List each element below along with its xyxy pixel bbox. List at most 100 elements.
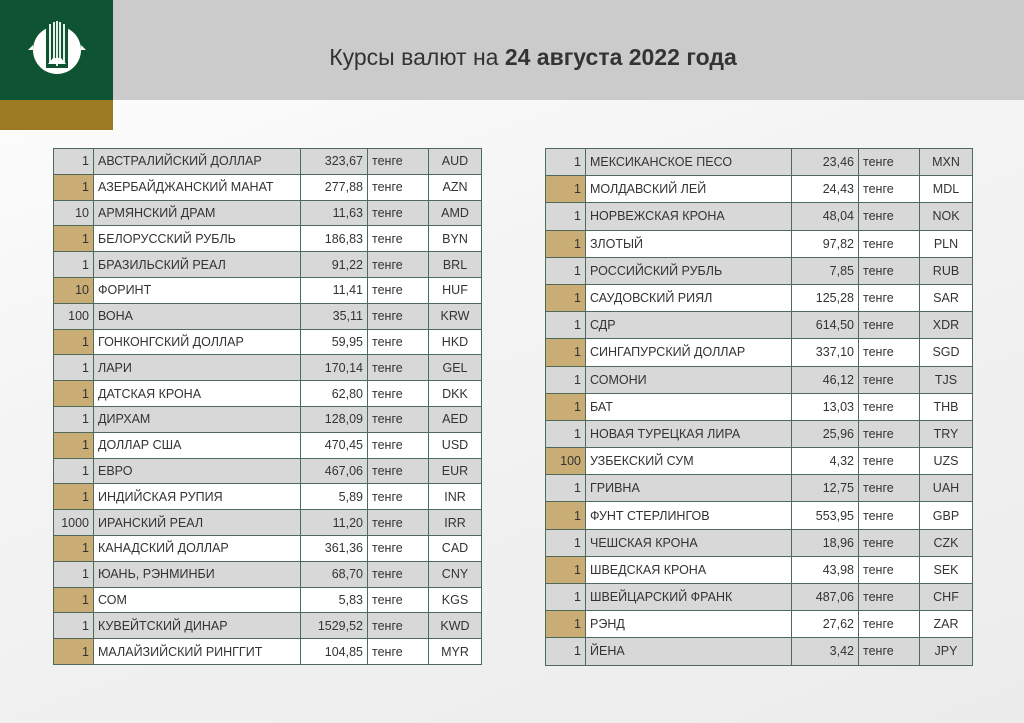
rate-row-dkk: 1 ДАТСКАЯ КРОНА 62,80 тенге DKK [53,380,482,407]
currency-name: ФУНТ СТЕРЛИНГОВ [585,501,792,530]
nominal: 1 [53,173,94,201]
unit-label: тенге [367,483,429,511]
unit-label: тенге [367,612,429,640]
nominal: 1 [545,175,586,204]
currency-code: INR [428,483,482,511]
rate-value: 128,09 [300,405,368,433]
nominal: 1 [53,560,94,588]
currency-code: SAR [919,283,973,313]
rate-value: 614,50 [791,311,859,340]
currency-code: HKD [428,328,482,356]
currency-code: TJS [919,365,973,394]
rate-value: 186,83 [300,225,368,253]
rate-value: 277,88 [300,173,368,201]
currency-code: AZN [428,173,482,201]
rate-row-zar: 1 РЭНД 27,62 тенге ZAR [545,610,973,639]
currency-code: EUR [428,457,482,485]
unit-label: тенге [858,582,920,612]
rate-value: 361,36 [300,534,368,562]
unit-label: тенге [367,380,429,407]
title-prefix: Курсы валют на [329,44,505,70]
rate-value: 3,42 [791,637,859,666]
currency-name: САУДОВСКИЙ РИЯЛ [585,283,792,313]
rate-value: 7,85 [791,256,859,285]
rate-row-azn: 1 АЗЕРБАЙДЖАНСКИЙ МАНАТ 277,88 тенге AZN [53,173,482,201]
rate-value: 170,14 [300,354,368,382]
rate-value: 97,82 [791,229,859,258]
currency-name: КУВЕЙТСКИЙ ДИНАР [93,612,301,640]
rate-row-sgd: 1 СИНГАПУРСКИЙ ДОЛЛАР 337,10 тенге SGD [545,338,973,367]
rate-row-try: 1 НОВАЯ ТУРЕЦКАЯ ЛИРА 25,96 тенге TRY [545,419,973,449]
unit-label: тенге [858,528,920,557]
rate-value: 104,85 [300,638,368,665]
unit-label: тенге [367,534,429,562]
rate-value: 27,62 [791,610,859,639]
nominal: 1 [53,251,94,278]
rate-value: 5,89 [300,483,368,511]
unit-label: тенге [367,199,429,227]
currency-name: ДОЛЛАР США [93,431,301,459]
nominal: 1 [545,392,586,421]
nominal: 10 [53,199,94,227]
currency-name: ЗЛОТЫЙ [585,229,792,258]
currency-code: HUF [428,276,482,304]
header-band [113,0,1024,100]
currency-code: MXN [919,147,973,177]
nominal: 1 [545,637,586,666]
currency-code: BYN [428,225,482,253]
rate-row-usd: 1 ДОЛЛАР США 470,45 тенге USD [53,431,482,459]
rate-row-thb: 1 БАТ 13,03 тенге THB [545,392,973,421]
currency-code: RUB [919,256,973,285]
rate-row-hkd: 1 ГОНКОНГСКИЙ ДОЛЛАР 59,95 тенге HKD [53,328,482,356]
nominal: 1 [53,380,94,407]
nominal: 1 [545,528,586,557]
currency-name: СОМ [93,586,301,614]
nominal: 1 [545,474,586,503]
rate-row-kwd: 1 КУВЕЙТСКИЙ ДИНАР 1529,52 тенге KWD [53,612,482,640]
currency-name: НОРВЕЖСКАЯ КРОНА [585,202,792,231]
unit-label: тенге [858,202,920,231]
unit-label: тенге [367,328,429,356]
nominal: 1 [545,256,586,285]
rate-value: 4,32 [791,447,859,476]
unit-label: тенге [367,354,429,382]
unit-label: тенге [858,229,920,258]
rate-row-aed: 1 ДИРХАМ 128,09 тенге AED [53,405,482,433]
rate-value: 25,96 [791,419,859,449]
rate-row-uzs: 100 УЗБЕКСКИЙ СУМ 4,32 тенге UZS [545,447,973,476]
rate-value: 23,46 [791,147,859,177]
nominal: 1 [545,555,586,585]
currency-code: SEK [919,555,973,585]
rate-value: 13,03 [791,392,859,421]
rate-row-gbp: 1 ФУНТ СТЕРЛИНГОВ 553,95 тенге GBP [545,501,973,530]
currency-code: XDR [919,311,973,340]
currency-name: БЕЛОРУССКИЙ РУБЛЬ [93,225,301,253]
currency-name: ЙЕНА [585,637,792,666]
rate-value: 48,04 [791,202,859,231]
rate-value: 62,80 [300,380,368,407]
rate-row-brl: 1 БРАЗИЛЬСКИЙ РЕАЛ 91,22 тенге BRL [53,251,482,278]
currency-name: ШВЕЙЦАРСКИЙ ФРАНК [585,582,792,612]
unit-label: тенге [367,586,429,614]
currency-code: IRR [428,509,482,536]
unit-label: тенге [858,311,920,340]
rate-value: 470,45 [300,431,368,459]
currency-code: UAH [919,474,973,503]
rate-row-mdl: 1 МОЛДАВСКИЙ ЛЕЙ 24,43 тенге MDL [545,175,973,204]
rate-value: 24,43 [791,175,859,204]
currency-code: CHF [919,582,973,612]
currency-code: ZAR [919,610,973,639]
nominal: 1 [53,457,94,485]
rates-table-left: 1 АВСТРАЛИЙСКИЙ ДОЛЛАР 323,67 тенге AUD 1 АЗЕР… [53,148,482,665]
unit-label: тенге [367,431,429,459]
unit-label: тенге [367,302,429,330]
page-title: Курсы валют на 24 августа 2022 года [113,44,953,71]
unit-label: тенге [858,365,920,394]
logo-gold-stripe [0,100,113,130]
rate-value: 18,96 [791,528,859,557]
rate-row-krw: 100 ВОНА 35,11 тенге KRW [53,302,482,330]
currency-name: МАЛАЙЗИЙСКИЙ РИНГГИТ [93,638,301,665]
nominal: 1 [53,328,94,356]
rate-value: 59,95 [300,328,368,356]
nominal: 1 [545,283,586,313]
